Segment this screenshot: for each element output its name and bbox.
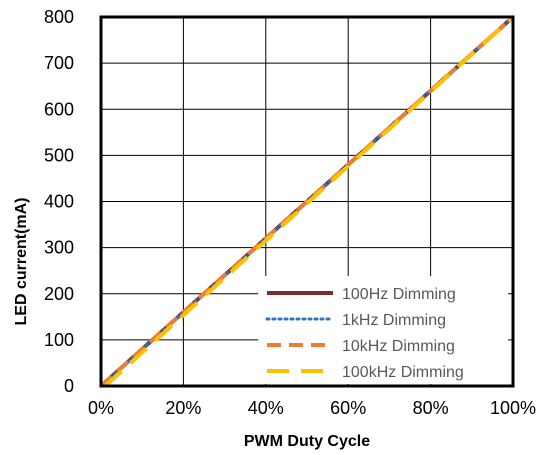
x-tick-label: 20% [165,398,201,418]
legend-label-2: 1kHz Dimming [342,312,446,329]
y-tick-label: 800 [44,7,74,27]
x-tick-label: 60% [330,398,366,418]
series-group [99,15,515,388]
y-tick-label: 200 [44,284,74,304]
plot-frame [99,15,515,388]
legend-label-3: 10kHz Dimming [342,338,455,355]
x-tick-label: 0% [88,398,114,418]
x-tick-labels: 0% 20% 40% 60% 80% 100% [88,398,536,418]
series-line-4 [103,15,515,388]
y-axis-title: LED current(mA) [13,197,30,325]
legend-label-4: 100kHz Dimming [342,364,464,381]
x-axis-title: PWM Duty Cycle [244,433,370,450]
y-tick-label: 700 [44,53,74,73]
x-tick-label: 40% [248,398,284,418]
legend-label-1: 100Hz Dimming [342,286,456,303]
x-tick-label: 80% [413,398,449,418]
y-tick-label: 400 [44,192,74,212]
y-tick-label: 600 [44,99,74,119]
y-tick-label: 100 [44,330,74,350]
y-tick-labels: 0 100 200 300 400 500 600 700 800 [44,7,74,396]
y-tick-label: 500 [44,145,74,165]
y-tick-label: 300 [44,238,74,258]
legend: 100Hz Dimming 1kHz Dimming 10kHz Dimming 10… [258,276,508,384]
y-tick-label: 0 [64,376,74,396]
x-tick-label: 100% [490,398,536,418]
